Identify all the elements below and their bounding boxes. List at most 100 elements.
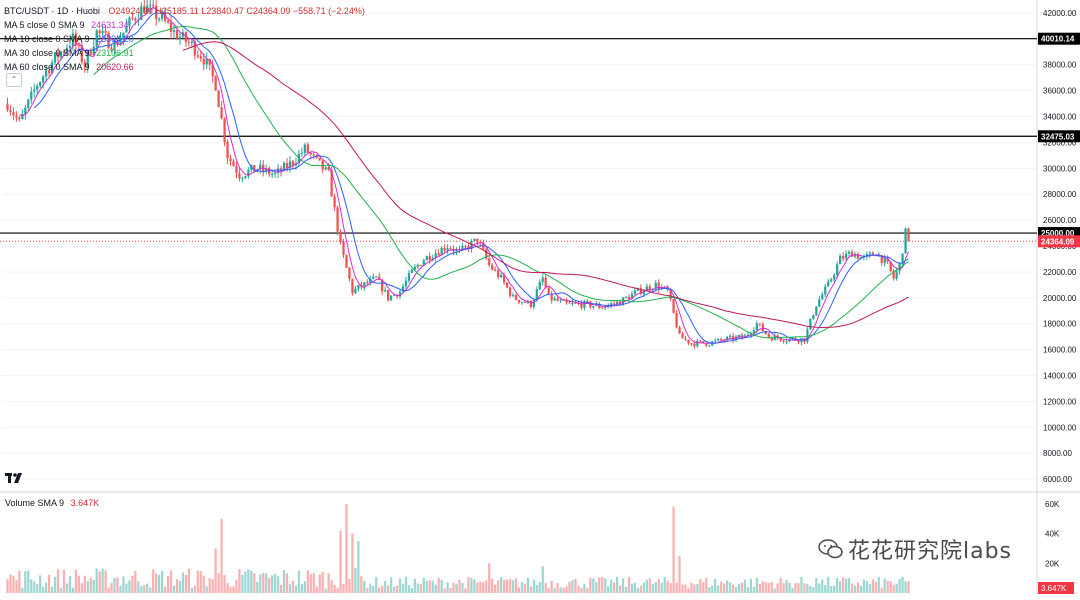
candle-body: [300, 152, 304, 154]
tradingview-logo-icon[interactable]: [4, 470, 26, 486]
level-tag-bg: [1038, 32, 1080, 45]
volume-bar: [779, 577, 782, 593]
volume-bar: [749, 578, 753, 593]
candle-body: [639, 287, 643, 294]
volume-bar: [315, 586, 318, 593]
volume-bar: [80, 583, 83, 593]
candle-body: [27, 99, 30, 108]
candle-body: [687, 339, 690, 344]
symbol-label[interactable]: BTC/USDT · 1D · Huobi: [4, 6, 100, 16]
volume-value: 3.647K: [70, 498, 100, 508]
candle-body: [83, 61, 86, 68]
volume-bar: [104, 570, 107, 593]
volume-bar: [720, 581, 723, 593]
candle-body: [202, 58, 205, 65]
legend-ma5[interactable]: MA 5 close 0 SMA 9 24631.34: [4, 18, 365, 32]
candle-body: [357, 284, 360, 289]
volume-bar: [743, 579, 747, 593]
candle-body: [681, 333, 684, 339]
volume-bar: [428, 580, 431, 593]
volume-bar: [15, 580, 18, 593]
candle-body: [612, 303, 616, 305]
candle-body: [838, 255, 842, 265]
volume-bar: [74, 569, 78, 593]
candle-body: [473, 238, 476, 241]
volume-current-tag: 3.647K: [1041, 584, 1067, 593]
volume-bar: [809, 586, 812, 593]
candle-body: [523, 301, 527, 303]
candle-body: [907, 228, 910, 242]
volume-bar: [547, 588, 550, 593]
volume-bar: [621, 578, 625, 593]
candle-body: [50, 62, 54, 74]
candle-body: [98, 30, 101, 34]
candle-body: [146, 5, 149, 13]
candle-body: [836, 264, 839, 275]
collapse-legend-button[interactable]: ⌃: [6, 73, 22, 87]
candle-body: [68, 46, 72, 48]
candle-body: [904, 228, 907, 254]
volume-bar: [131, 575, 134, 593]
volume-bar: [553, 587, 556, 593]
candle-body: [577, 302, 580, 304]
candle-body: [172, 30, 176, 32]
volume-bar: [723, 583, 726, 593]
candle-body: [389, 295, 393, 301]
price-tick-label: 36000.00: [1043, 87, 1077, 96]
volume-bar: [610, 579, 613, 593]
candle-body: [59, 51, 63, 58]
candle-body: [33, 89, 36, 92]
volume-bar: [663, 576, 666, 593]
volume-bar: [520, 582, 524, 593]
candle-body: [690, 343, 693, 345]
volume-bar: [92, 579, 95, 593]
candle-body: [752, 330, 756, 334]
candle-body: [633, 290, 637, 294]
candle-body: [220, 107, 223, 119]
candle-body: [110, 48, 113, 51]
legend-ma10[interactable]: MA 10 close 0 SMA 9 23334.20: [4, 32, 365, 46]
candle-body: [532, 300, 535, 308]
candle-body: [437, 253, 440, 256]
candle-body: [714, 340, 717, 342]
volume-bar: [773, 588, 776, 593]
candle-body: [140, 6, 143, 20]
volume-legend[interactable]: Volume SMA 9 3.647K: [5, 498, 99, 508]
candle-body: [339, 231, 342, 242]
last-price-tag: 24364.09: [1041, 237, 1075, 246]
candle-body: [485, 249, 488, 259]
volume-bar: [844, 578, 848, 593]
candle-body: [386, 290, 390, 301]
volume-bar: [538, 582, 541, 593]
ma30-value: 23106.91: [96, 48, 134, 58]
candle-body: [886, 258, 889, 262]
legend-ma30[interactable]: MA 30 close 0 SMA 9 23106.91: [4, 46, 365, 60]
volume-bar: [27, 570, 30, 593]
volume-bar: [416, 583, 419, 593]
volume-bar: [737, 583, 741, 593]
volume-bar: [190, 587, 193, 593]
wechat-icon: [818, 538, 844, 566]
candle-body: [128, 17, 131, 26]
candle-body: [21, 113, 24, 120]
candle-body: [95, 30, 98, 47]
volume-bar: [53, 576, 57, 593]
volume-bar: [511, 580, 515, 593]
legend-ma60[interactable]: MA 60 close 0 SMA 9 20620.66: [4, 60, 365, 74]
candle-body: [187, 41, 191, 43]
volume-bar: [303, 581, 306, 593]
volume-bar: [532, 579, 535, 593]
volume-bar: [731, 584, 735, 593]
volume-bar: [401, 583, 405, 593]
level-tag: 40010.14: [1041, 35, 1075, 44]
volume-bar: [755, 577, 758, 593]
candle-body: [844, 253, 848, 259]
candle-body: [12, 112, 15, 116]
candle-body: [621, 297, 625, 305]
volume-bar: [407, 585, 411, 593]
watermark-text: 花花研究院labs: [848, 539, 1013, 564]
volume-bar: [583, 583, 586, 593]
volume-bar: [803, 583, 806, 593]
